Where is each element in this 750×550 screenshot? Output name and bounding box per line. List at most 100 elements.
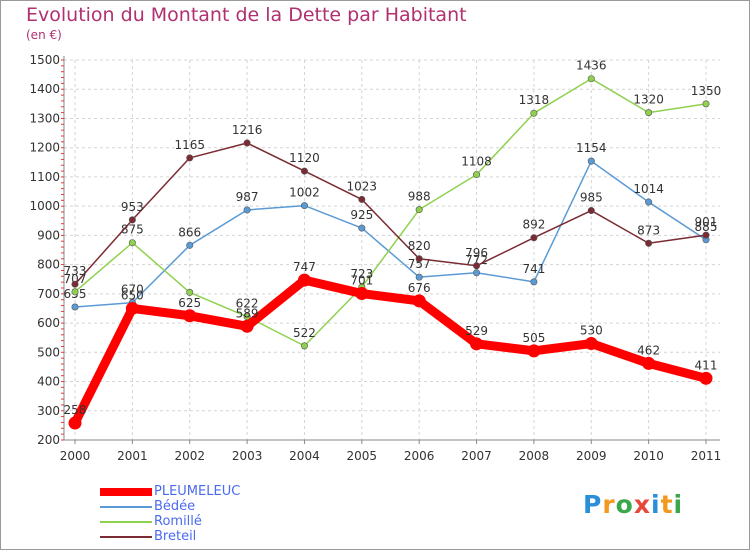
data-label-breteil: 873: [637, 223, 660, 237]
data-point-bedee: [186, 241, 194, 249]
data-point-pleumeleuc: [68, 416, 82, 430]
y-tick-label: 1000: [29, 199, 60, 213]
data-point-pleumeleuc: [412, 294, 426, 308]
data-point-pleumeleuc: [699, 371, 713, 385]
data-point-breteil: [702, 231, 710, 239]
data-point-pleumeleuc: [240, 319, 254, 333]
logo-letter: P: [583, 490, 603, 519]
data-label-breteil: 892: [522, 218, 545, 232]
y-tick-label: 900: [37, 228, 60, 242]
data-label-bedee: 1002: [289, 186, 320, 200]
data-point-bedee: [71, 303, 79, 311]
data-label-romille: 522: [293, 326, 316, 340]
data-point-romille: [415, 206, 423, 214]
legend-item-bedee: Bédée: [100, 499, 300, 514]
logo-letter: x: [633, 490, 651, 519]
data-label-romille: 707: [64, 272, 87, 286]
y-tick-label: 500: [37, 345, 60, 359]
data-label-pleumeleuc: 411: [695, 358, 718, 372]
x-tick-label: 2001: [117, 449, 148, 463]
x-tick-label: 2003: [232, 449, 263, 463]
series-line-bedee: [74, 160, 707, 308]
data-label-breteil: 1120: [289, 151, 320, 165]
series-line-breteil: [74, 142, 707, 285]
data-label-bedee: 866: [178, 225, 201, 239]
data-point-breteil: [243, 139, 251, 147]
data-point-pleumeleuc: [642, 356, 656, 370]
data-point-bedee: [473, 269, 481, 277]
legend-swatch-breteil: [100, 536, 152, 538]
data-point-romille: [645, 109, 653, 117]
data-point-pleumeleuc: [355, 287, 369, 301]
data-label-romille: 1108: [461, 155, 492, 169]
x-tick-label: 2008: [519, 449, 550, 463]
data-label-pleumeleuc: 747: [293, 260, 316, 274]
logo-letter: i: [673, 490, 684, 519]
logo-letter: o: [615, 490, 634, 519]
data-point-bedee: [415, 273, 423, 281]
x-tick-label: 2002: [174, 449, 205, 463]
data-point-pleumeleuc: [527, 344, 541, 358]
legend-item-breteil: Breteil: [100, 529, 300, 544]
y-tick-label: 400: [37, 375, 60, 389]
x-tick-label: 2005: [347, 449, 378, 463]
data-point-romille: [300, 342, 308, 350]
y-tick-label: 1500: [29, 53, 60, 67]
data-label-pleumeleuc: 650: [121, 288, 144, 302]
data-label-pleumeleuc: 505: [522, 331, 545, 345]
data-label-pleumeleuc: 625: [178, 296, 201, 310]
data-point-romille: [128, 239, 136, 247]
data-label-bedee: 885: [695, 220, 718, 234]
data-label-bedee: 1014: [633, 182, 664, 196]
logo-letter: r: [602, 490, 616, 519]
data-point-breteil: [300, 167, 308, 175]
legend-item-romille: Romillé: [100, 514, 300, 529]
x-tick-label: 2006: [404, 449, 435, 463]
data-point-pleumeleuc: [297, 273, 311, 287]
legend-swatch-romille: [100, 521, 152, 523]
chart-unit: (en €): [26, 28, 62, 42]
chart-title: Evolution du Montant de la Dette par Hab…: [26, 4, 467, 26]
data-point-bedee: [243, 206, 251, 214]
data-label-romille: 1320: [633, 93, 664, 107]
data-label-breteil: 820: [408, 239, 431, 253]
legend-swatch-bedee: [100, 506, 152, 508]
x-tick-label: 2011: [691, 449, 722, 463]
data-point-bedee: [587, 157, 595, 165]
data-label-bedee: 987: [236, 190, 259, 204]
logo-letter: t: [660, 490, 674, 519]
data-label-breteil: 1216: [232, 123, 263, 137]
data-point-romille: [186, 288, 194, 296]
y-tick-label: 1400: [29, 82, 60, 96]
data-label-romille: 1350: [691, 84, 722, 98]
data-label-breteil: 901: [695, 215, 718, 229]
y-tick-label: 800: [37, 258, 60, 272]
series-line-romille: [74, 77, 707, 347]
data-label-breteil: 953: [121, 200, 144, 214]
series-line-pleumeleuc: [70, 275, 711, 428]
data-point-romille: [702, 100, 710, 108]
x-tick-label: 2000: [60, 449, 91, 463]
data-label-romille: 622: [236, 297, 259, 311]
data-label-bedee: 925: [350, 208, 373, 222]
x-tick-label: 2004: [289, 449, 320, 463]
data-label-romille: 988: [408, 190, 431, 204]
data-label-breteil: 733: [64, 264, 87, 278]
x-tick-label: 2007: [461, 449, 492, 463]
proxiti-logo: Proxiti: [583, 490, 683, 519]
x-tick-label: 2009: [576, 449, 607, 463]
data-label-breteil: 985: [580, 191, 603, 205]
data-label-breteil: 1023: [347, 179, 378, 193]
x-tick-label: 2010: [633, 449, 664, 463]
data-point-breteil: [128, 216, 136, 224]
legend-label-romille: Romillé: [154, 514, 202, 529]
data-point-bedee: [645, 198, 653, 206]
data-point-breteil: [358, 195, 366, 203]
data-label-bedee: 1154: [576, 141, 607, 155]
y-tick-label: 600: [37, 316, 60, 330]
data-point-bedee: [358, 224, 366, 232]
data-point-romille: [587, 75, 595, 83]
data-point-pleumeleuc: [470, 337, 484, 351]
